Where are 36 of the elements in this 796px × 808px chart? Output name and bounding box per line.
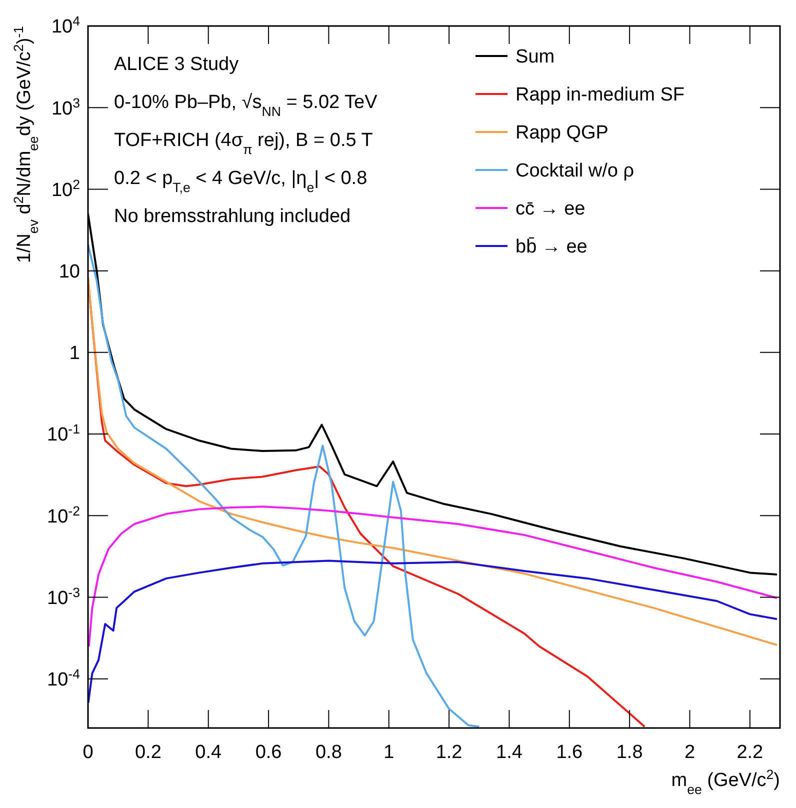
y-tick-label: 10$^{2}$ — [51, 176, 80, 201]
annotation: No bremsstrahlung included — [114, 206, 351, 227]
annotation: 0-10% Pb–Pb, √s$_{NN}$ = 5.02 TeV — [114, 92, 378, 118]
annotation: ALICE 3 Study — [114, 54, 240, 75]
y-tick-label: 10 — [58, 261, 80, 282]
annotation: TOF+RICH (4σ$_{π}$ rej), B = 0.5 T — [114, 130, 374, 156]
x-tick-label: 1.6 — [556, 742, 583, 763]
y-tick-label: 10$^{4}$ — [51, 13, 80, 38]
y-tick-label: 10$^{-1}$ — [47, 421, 80, 446]
legend-label: Rapp QGP — [516, 122, 608, 144]
x-axis-title: m$_{ee}$ (GeV/c$^{2}$) — [671, 766, 780, 796]
line-series — [88, 560, 778, 704]
legend-label: Sum — [516, 46, 555, 68]
annotation: 0.2 < p$_{T,e}$ < 4 GeV/c, |η$_{e}$| < 0.8 — [114, 168, 368, 194]
legend-label: cc̄ → ee — [516, 198, 586, 220]
x-tick-label: 0.8 — [315, 742, 342, 763]
legend-label: bb̄ → ee — [516, 236, 588, 258]
y-tick-label: 10$^{-4}$ — [47, 666, 80, 691]
x-tick-label: 1.4 — [496, 742, 523, 763]
line-series — [88, 244, 480, 728]
x-tick-label: 0.4 — [195, 742, 222, 763]
x-tick-label: 1 — [384, 742, 394, 763]
x-tick-label: 0 — [82, 742, 94, 763]
x-tick-label: 0.6 — [255, 742, 282, 763]
y-tick-label: 10$^{3}$ — [51, 94, 80, 120]
x-tick-label: 2.2 — [736, 742, 764, 763]
x-tick-label: 1.2 — [436, 742, 462, 763]
y-tick-label: 10$^{-2}$ — [47, 502, 80, 528]
y-tick-label: 1 — [69, 343, 80, 364]
legend-label: Cocktail w/o ρ — [516, 160, 634, 182]
x-tick-label: 1.8 — [616, 742, 643, 763]
x-tick-label: 0.2 — [134, 742, 162, 763]
x-tick-label: 2 — [684, 742, 696, 763]
y-tick-label: 10$^{-3}$ — [47, 584, 80, 609]
line-series — [88, 506, 778, 648]
legend-label: Rapp in-medium SF — [516, 84, 684, 106]
